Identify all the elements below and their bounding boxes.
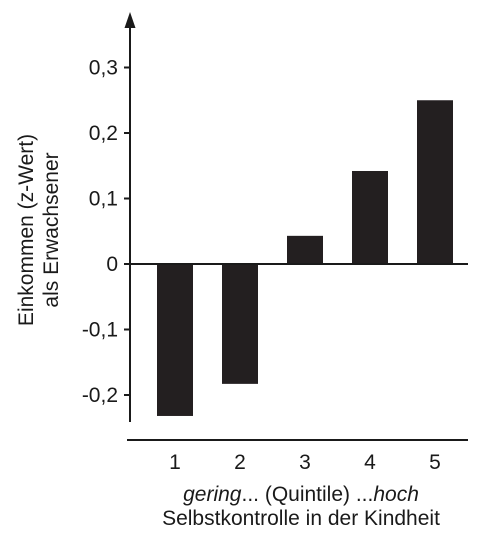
x-axis-title-middle: ... (Quintile) ...: [241, 483, 373, 506]
category-label: 2: [234, 451, 246, 474]
x-axis-title-line2: Selbstkontrolle in der Kindheit: [162, 507, 440, 530]
y-tick-label: 0,1: [89, 188, 118, 211]
category-label: 1: [169, 451, 181, 474]
bar: [352, 170, 388, 264]
y-axis-arrowhead: [124, 12, 136, 28]
bar: [222, 264, 258, 384]
x-axis-title-italic-right: hoch: [373, 483, 419, 506]
bar: [417, 100, 453, 264]
y-axis-title-line2: als Erwachsener: [40, 152, 63, 307]
bars: [157, 100, 453, 416]
y-tick-label: 0,2: [89, 122, 118, 145]
x-axis-title-italic-left: gering: [183, 483, 242, 506]
y-tick-label: -0,2: [82, 384, 118, 407]
x-axis-title-line1: gering... (Quintile) ...hoch: [183, 483, 419, 506]
y-tick-label: -0,1: [82, 319, 118, 342]
y-tick-label: 0,3: [89, 57, 118, 80]
bar: [157, 264, 193, 416]
y-axis-title-line1: Einkommen (z-Wert): [15, 134, 38, 326]
category-labels: 1 2 3 4 5: [169, 451, 441, 474]
y-ticks: 0,3 0,2 0,1 0 -0,1 -0,2: [82, 57, 130, 407]
category-label: 3: [299, 451, 311, 474]
y-axis: [124, 12, 136, 422]
y-tick-label: 0: [106, 253, 118, 276]
bar: [287, 235, 323, 264]
category-label: 4: [364, 451, 376, 474]
category-label: 5: [429, 451, 441, 474]
